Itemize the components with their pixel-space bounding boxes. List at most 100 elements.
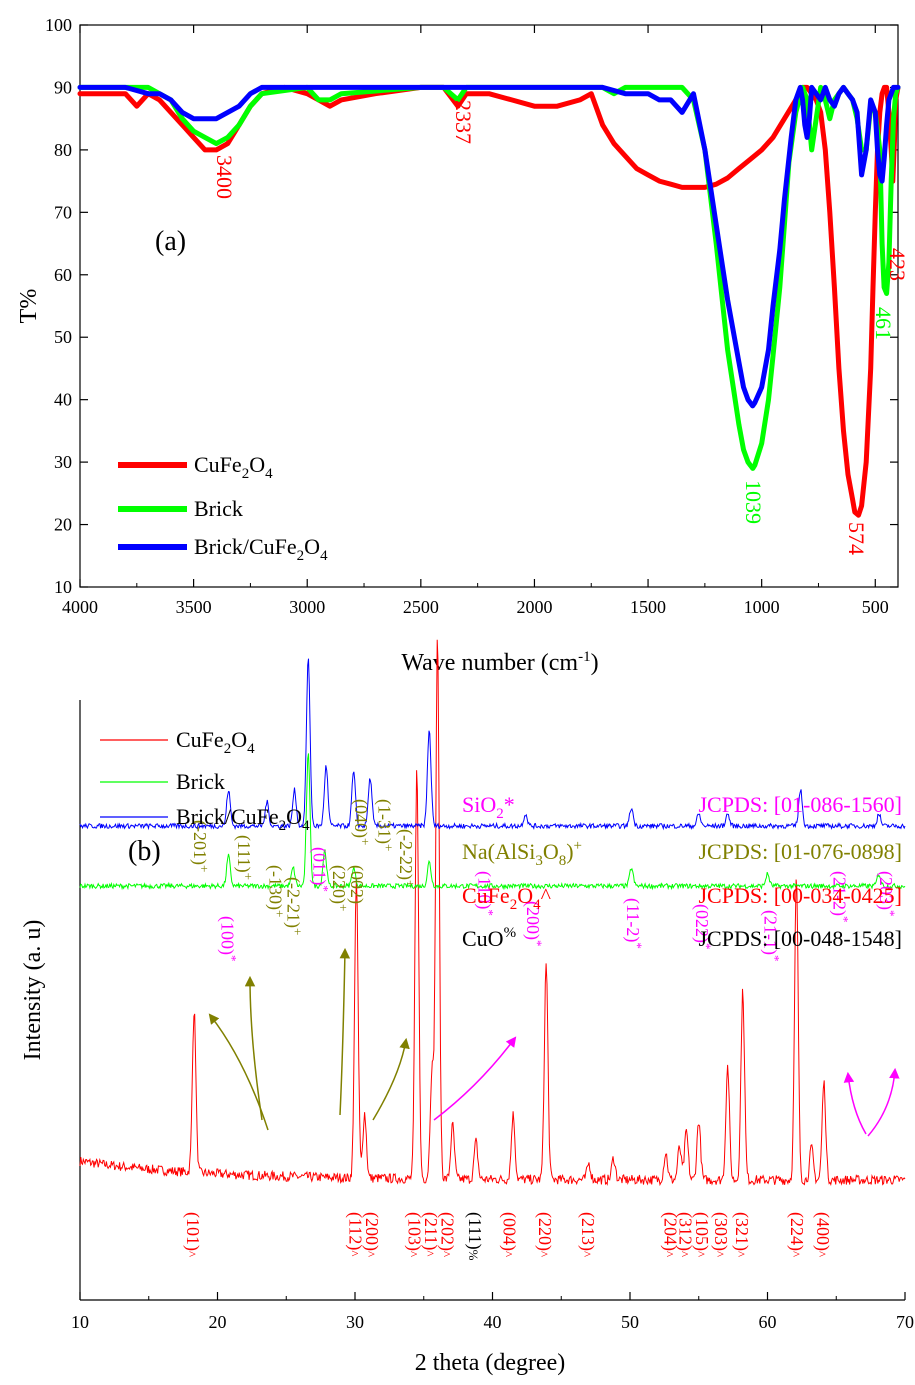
xrd-peak-label-bottom: (224)^ bbox=[786, 1212, 807, 1257]
xrd-peak-label-top: (21-2)* bbox=[828, 871, 851, 922]
xrd-peak-label-hkl: (101) bbox=[182, 1212, 203, 1251]
ftir-x-tick-label: 2000 bbox=[516, 597, 552, 617]
xrd-x-axis-label: 2 theta (degree) bbox=[415, 1350, 566, 1376]
xrd-peak-label-mark: * bbox=[225, 955, 240, 962]
xrd-peak-label-mark: + bbox=[336, 904, 351, 911]
ftir-annotation-2337: 2337 bbox=[451, 100, 476, 144]
xrd-peak-label-hkl: (112) bbox=[344, 1212, 365, 1250]
xrd-peak-label-hkl: (002) bbox=[346, 865, 367, 904]
ftir-x-tick-label: 3000 bbox=[289, 597, 325, 617]
xrd-peak-label-bottom: (204)^ bbox=[659, 1212, 680, 1257]
xrd-peak-label-hkl: (105) bbox=[691, 1212, 712, 1251]
xrd-peak-label-bottom: (200)^ bbox=[361, 1212, 382, 1257]
xrd-peak-label-mark: ^ bbox=[733, 1251, 748, 1257]
ftir-y-tick-label: 20 bbox=[54, 515, 72, 535]
xrd-x-tick-label: 30 bbox=[346, 1312, 364, 1332]
xrd-peak-label-hkl: (312) bbox=[674, 1212, 695, 1251]
xrd-peak-label-hkl: (21-2) bbox=[828, 871, 849, 916]
ftir-annotation-461: 461 bbox=[871, 307, 896, 340]
arrow-magenta-1 bbox=[433, 1036, 517, 1121]
xrd-peak-labels: (101)^(112)^(200)^(103)^(211)^(202)^(111… bbox=[182, 799, 898, 1261]
xrd-panel: 10 20 30 40 50 60 70 (101)^(112)^(200)^(103)^(… bbox=[20, 639, 914, 1376]
xrd-peak-label-bottom: (202)^ bbox=[437, 1212, 458, 1257]
xrd-peak-label-top: (11-2)* bbox=[622, 898, 645, 949]
ftir-series bbox=[77, 84, 901, 518]
xrd-y-axis-label: Intensity (a. u) bbox=[20, 920, 46, 1061]
xrd-peak-label-hkl: (004) bbox=[498, 1212, 519, 1251]
ftir-y-tick-label: 40 bbox=[54, 390, 72, 410]
xrd-peak-label-mark: ^ bbox=[439, 1251, 454, 1257]
xrd-peak-label-bottom: (220)^ bbox=[534, 1212, 555, 1257]
xrd-peak-label-top: (110)* bbox=[474, 871, 497, 916]
xrd-peak-label-bottom: (213)^ bbox=[577, 1212, 598, 1257]
xrd-peak-label-mark: ^ bbox=[712, 1251, 727, 1257]
ftir-plot-frame bbox=[79, 24, 899, 588]
xrd-phase-key: SiO2* JCPDS: [01-086-1560] Na(AlSi3O8)+ … bbox=[462, 792, 902, 951]
xrd-peak-label-mark: + bbox=[291, 928, 306, 935]
phase-name-albite: Na(AlSi3O8)+ bbox=[462, 838, 582, 869]
xrd-peak-label-hkl: (111) bbox=[464, 1212, 485, 1250]
arrow-olive-4 bbox=[372, 1037, 410, 1121]
ftir-x-tick-label: 1000 bbox=[744, 597, 780, 617]
phase-jcpds-cuo: JCPDS: [00-048-1548] bbox=[698, 926, 902, 951]
xrd-peak-label-hkl: (200) bbox=[361, 1212, 382, 1251]
xrd-peak-label-top: (203)* bbox=[875, 871, 898, 917]
xrd-tick-labels: 10 20 30 40 50 60 70 bbox=[71, 1312, 914, 1332]
xrd-x-tick-label: 70 bbox=[896, 1312, 914, 1332]
xrd-series bbox=[79, 639, 906, 1187]
xrd-x-tick-label: 10 bbox=[71, 1312, 89, 1332]
xrd-peak-label-hkl: (1-31) bbox=[373, 799, 394, 844]
xrd-peak-label-hkl: (21-1) bbox=[760, 910, 781, 955]
ftir-legend-label-brick: Brick bbox=[194, 496, 243, 521]
xrd-legend-label-cufe2o4: CuFe2O4 bbox=[176, 727, 255, 757]
xrd-pointer-arrows bbox=[208, 947, 900, 1137]
xrd-panel-label: (b) bbox=[128, 836, 161, 867]
xrd-peak-label-top: (200)* bbox=[522, 901, 545, 947]
xrd-peak-label-hkl: (022) bbox=[691, 904, 712, 943]
xrd-peak-label-mark: * bbox=[883, 910, 898, 917]
xrd-peak-label-mark: + bbox=[381, 844, 396, 851]
xrd-peak-label-mark: ^ bbox=[661, 1251, 676, 1257]
xrd-peak-label-hkl: (103) bbox=[404, 1212, 425, 1251]
arrow-olive-3 bbox=[339, 947, 351, 1116]
arrow-magenta-2 bbox=[843, 1071, 867, 1135]
xrd-peak-label-bottom: (211)^ bbox=[420, 1212, 441, 1256]
xrd-peak-label-top: (040)+ bbox=[350, 799, 373, 845]
xrd-peak-label-hkl: (011) bbox=[309, 847, 330, 885]
xrd-peak-label-mark: % bbox=[466, 1250, 481, 1261]
xrd-peak-label-hkl: (-201) bbox=[189, 820, 210, 865]
ftir-x-tick-label: 500 bbox=[862, 597, 889, 617]
xrd-peak-label-hkl: (202) bbox=[437, 1212, 458, 1251]
ftir-y-tick-label: 10 bbox=[54, 577, 72, 597]
xrd-peak-label-mark: + bbox=[403, 880, 418, 887]
xrd-peak-label-mark: * bbox=[530, 940, 545, 947]
xrd-peak-label-hkl: (204) bbox=[659, 1212, 680, 1251]
xrd-x-tick-label: 60 bbox=[759, 1312, 777, 1332]
xrd-peak-label-hkl: (220) bbox=[534, 1212, 555, 1251]
ftir-y-tick-label: 60 bbox=[54, 265, 72, 285]
ftir-x-axis-label: Wave number (cm-1) bbox=[401, 649, 598, 676]
xrd-axis-ticks bbox=[79, 1292, 906, 1300]
ftir-x-tick-label: 4000 bbox=[62, 597, 98, 617]
xrd-legend-label-composite: Brick/CuFe2O4 bbox=[176, 804, 310, 834]
xrd-peak-label-bottom: (105)^ bbox=[691, 1212, 712, 1257]
xrd-peak-label-hkl: (203) bbox=[875, 871, 896, 910]
ftir-series-line-composite bbox=[77, 84, 901, 409]
phase-jcpds-sio2: JCPDS: [01-086-1560] bbox=[698, 792, 902, 817]
ftir-x-tick-label: 3500 bbox=[176, 597, 212, 617]
ftir-panel-label: (a) bbox=[155, 226, 186, 257]
xrd-peak-label-mark: ^ bbox=[346, 1250, 361, 1256]
ftir-tick-labels: 4000 3500 3000 2500 2000 1500 1000 500 10 20 30 40 5… bbox=[45, 15, 889, 617]
xrd-peak-label-mark: ^ bbox=[693, 1251, 708, 1257]
xrd-peak-label-top: (21-1)* bbox=[760, 910, 783, 961]
ftir-series-line-brick bbox=[77, 84, 901, 471]
xrd-x-tick-label: 50 bbox=[621, 1312, 639, 1332]
phase-jcpds-albite: JCPDS: [01-076-0898] bbox=[698, 839, 902, 864]
ftir-y-axis-label: T% bbox=[16, 289, 42, 324]
xrd-peak-label-top: (011)* bbox=[309, 847, 332, 892]
ftir-y-tick-label: 30 bbox=[54, 452, 72, 472]
ftir-annotation-423: 423 bbox=[885, 248, 910, 281]
xrd-peak-label-mark: ^ bbox=[406, 1251, 421, 1257]
xrd-peak-label-mark: * bbox=[768, 955, 783, 962]
